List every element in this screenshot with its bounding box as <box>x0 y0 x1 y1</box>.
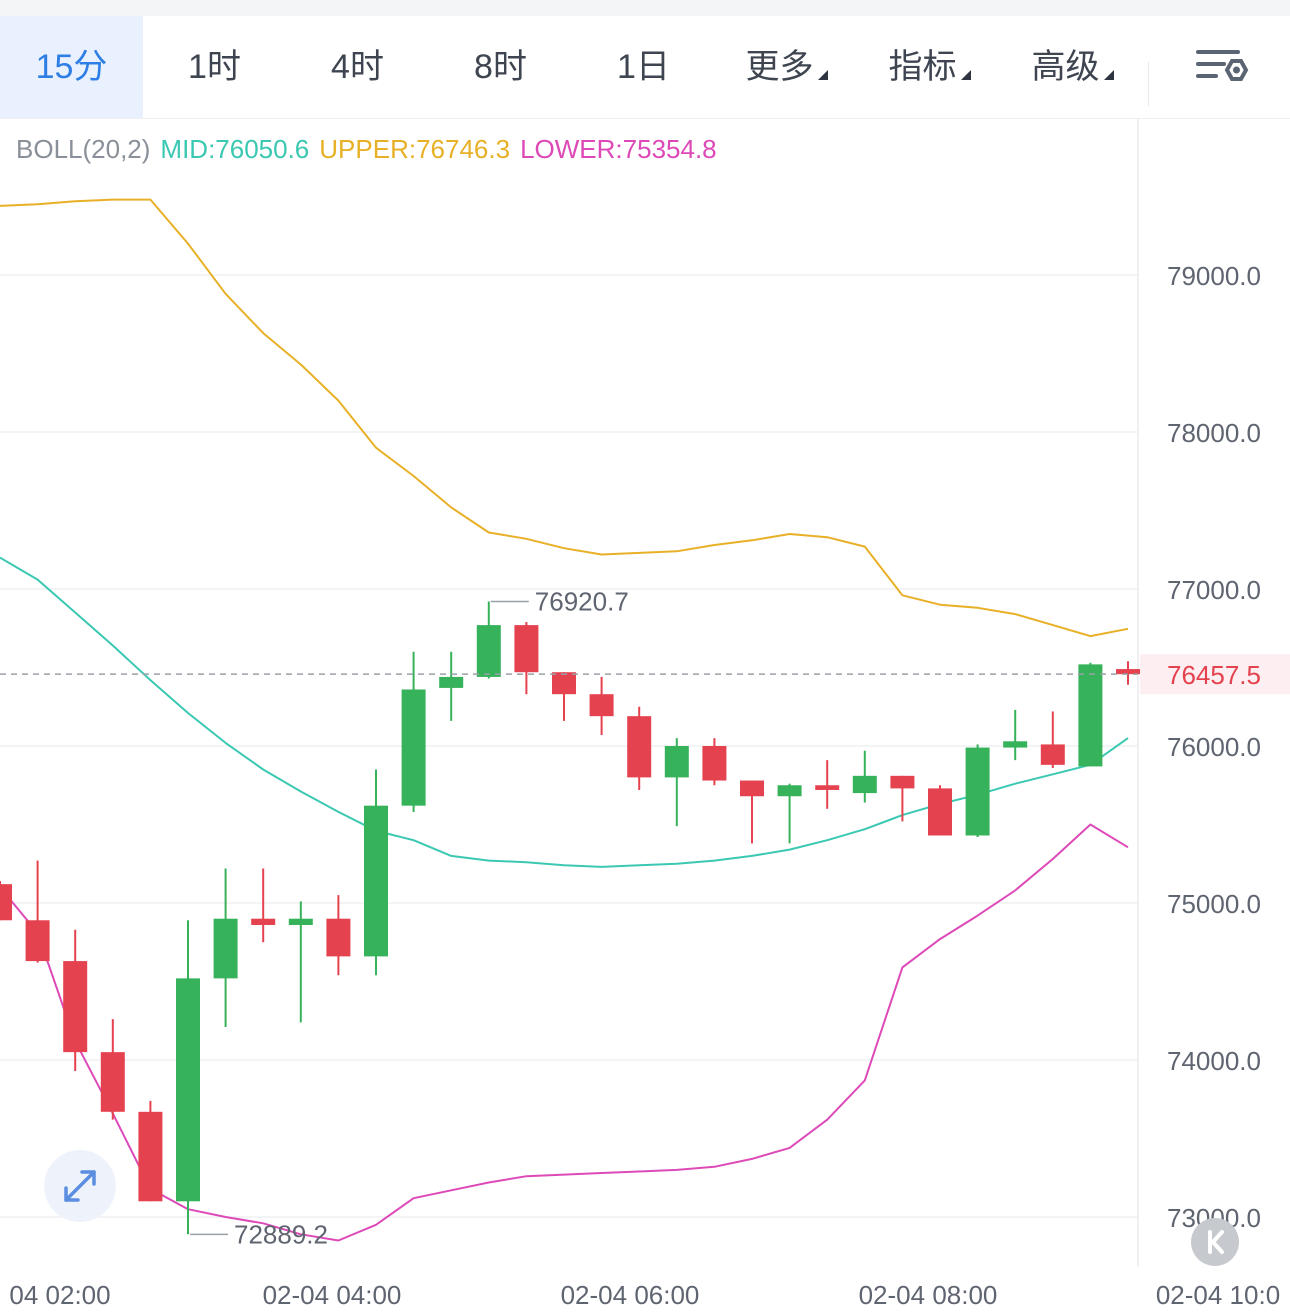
tab-1d[interactable]: 1日 <box>617 48 670 86</box>
k-logo-icon <box>1208 1230 1224 1254</box>
candle-body[interactable] <box>401 689 426 806</box>
tab-more[interactable]: 更多 <box>715 16 858 118</box>
candle-body[interactable] <box>364 805 388 957</box>
candle-body[interactable] <box>138 1111 163 1202</box>
candle-body[interactable] <box>0 884 12 921</box>
candle-body[interactable] <box>1003 741 1028 748</box>
candle-body[interactable] <box>852 775 877 794</box>
candle-body[interactable] <box>965 747 990 836</box>
candle-body[interactable] <box>1040 744 1065 765</box>
x-tick-label: 04 02:00 <box>9 1280 110 1310</box>
dropdown-caret-icon <box>960 70 971 80</box>
candle-body[interactable] <box>439 676 464 688</box>
current-price-label: 76457.5 <box>1167 660 1261 690</box>
boll-legend: BOLL(20,2) MID:76050.6 UPPER:76746.3 LOWER:… <box>16 134 727 165</box>
tab-8h[interactable]: 8时 <box>474 48 527 86</box>
candle-body[interactable] <box>552 672 576 695</box>
x-tick-label: 02-04 10:0 <box>1156 1280 1280 1310</box>
tab-advanced[interactable]: 高级 <box>1001 16 1144 118</box>
boll-upper-line <box>0 198 1129 638</box>
candle-body[interactable] <box>627 716 652 778</box>
x-tick-label: 02-04 04:00 <box>263 1280 402 1310</box>
boll-lower-line <box>0 823 1129 1242</box>
candle-body[interactable] <box>213 918 238 979</box>
candle-body[interactable] <box>288 918 313 925</box>
boll-mid: MID:76050.6 <box>160 134 310 164</box>
candle-body[interactable] <box>702 746 727 781</box>
candle-body[interactable] <box>777 785 802 797</box>
max-price-label: 76920.7 <box>535 586 629 616</box>
y-tick-label: 77000.0 <box>1167 575 1261 605</box>
k-logo-button[interactable] <box>1191 1218 1239 1266</box>
y-tick-label: 79000.0 <box>1167 261 1261 291</box>
x-tick-label: 02-04 06:00 <box>561 1280 700 1310</box>
candle-body[interactable] <box>1116 669 1140 675</box>
tab-1h[interactable]: 1时 <box>188 48 241 86</box>
boll-lower: LOWER:75354.8 <box>520 134 717 164</box>
chart-settings-button[interactable] <box>1180 16 1260 118</box>
candle-body[interactable] <box>1078 664 1103 767</box>
candle-body[interactable] <box>25 920 50 962</box>
expand-arrows-icon <box>64 1170 96 1202</box>
candle-body[interactable] <box>176 978 200 1202</box>
y-tick-label: 78000.0 <box>1167 418 1261 448</box>
candle-body[interactable] <box>251 918 276 925</box>
candle-body[interactable] <box>326 918 351 957</box>
candle-body[interactable] <box>928 788 952 836</box>
chart-settings-icon <box>1196 50 1249 81</box>
candle-body[interactable] <box>100 1052 125 1112</box>
y-tick-label: 75000.0 <box>1167 889 1261 919</box>
candle-body[interactable] <box>664 746 689 778</box>
candle-body[interactable] <box>63 961 88 1053</box>
candle-body[interactable] <box>890 775 915 789</box>
boll-name: BOLL(20,2) <box>16 134 151 164</box>
min-price-label: 72889.2 <box>234 1219 328 1249</box>
candle-body[interactable] <box>815 785 840 790</box>
y-tick-label: 76000.0 <box>1167 732 1261 762</box>
candle-body[interactable] <box>476 625 501 677</box>
top-strip <box>0 0 1290 16</box>
y-tick-label: 74000.0 <box>1167 1046 1261 1076</box>
candle-body[interactable] <box>589 694 614 717</box>
candle-body[interactable] <box>514 625 539 673</box>
interval-tabbar: 15分 1时 4时 8时 1日 更多 指标 高级 <box>0 16 1290 119</box>
candle-body[interactable] <box>740 780 764 797</box>
x-tick-label: 02-04 08:00 <box>859 1280 998 1310</box>
tab-4h[interactable]: 4时 <box>331 48 384 86</box>
candlestick-chart[interactable]: 79000.0 78000.0 77000.0 76000.0 75000.0 74000… <box>0 118 1290 1316</box>
dropdown-caret-icon <box>817 70 828 80</box>
tab-15m[interactable]: 15分 <box>0 16 143 118</box>
tab-divider <box>1148 62 1149 106</box>
fullscreen-button[interactable] <box>44 1150 116 1222</box>
current-price-tag <box>1140 654 1290 695</box>
boll-upper: UPPER:76746.3 <box>319 134 511 164</box>
tab-indicators[interactable]: 指标 <box>858 16 1001 118</box>
dropdown-caret-icon <box>1103 70 1114 80</box>
